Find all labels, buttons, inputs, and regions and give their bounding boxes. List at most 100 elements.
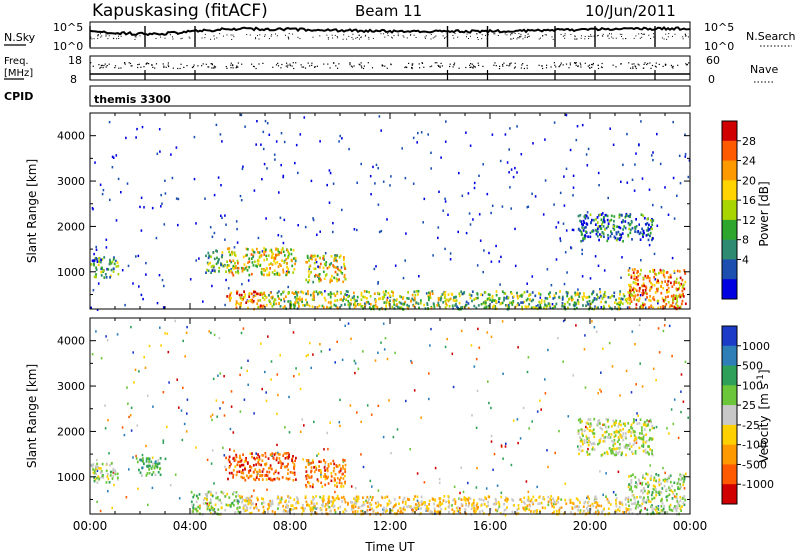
echo-cell	[330, 262, 333, 265]
echo-cell	[676, 482, 679, 485]
echo-cell	[429, 510, 432, 513]
echo-cell	[251, 502, 254, 506]
echo-speck	[377, 282, 379, 285]
echo-speck	[483, 249, 485, 252]
echo-speck	[177, 223, 179, 227]
echo-cell	[589, 429, 592, 432]
echo-cell	[578, 295, 581, 298]
echo-cell	[615, 450, 618, 454]
echo-speck	[540, 408, 542, 411]
echo-speck	[640, 259, 642, 262]
echo-speck	[319, 343, 321, 346]
echo-cell	[627, 296, 630, 300]
echo-cell	[537, 502, 540, 505]
echo-cell	[232, 504, 235, 507]
echo-speck	[162, 306, 165, 309]
echo-cell	[329, 509, 332, 513]
echo-cell	[278, 251, 281, 254]
echo-cell	[616, 237, 619, 241]
echo-cell	[628, 298, 631, 302]
echo-cell	[245, 506, 248, 509]
nave-dot	[237, 66, 239, 68]
echo-cell	[282, 504, 284, 508]
echo-speck	[315, 507, 317, 510]
noise-search-dot	[587, 35, 589, 37]
echo-cell	[630, 487, 632, 491]
echo-cell	[319, 469, 322, 472]
echo-cell	[253, 506, 255, 510]
echo-speck	[101, 192, 104, 196]
echo-speck	[645, 223, 647, 226]
echo-cell	[553, 510, 555, 514]
echo-cell	[652, 487, 655, 491]
echo-speck	[239, 194, 242, 198]
echo-cell	[596, 295, 599, 299]
echo-cell	[644, 289, 647, 292]
echo-cell	[668, 305, 671, 309]
nave-dot	[664, 64, 667, 66]
echo-cell	[217, 498, 220, 502]
echo-cell	[619, 233, 621, 236]
echo-cell	[456, 509, 459, 512]
echo-cell	[99, 260, 102, 264]
echo-speck	[647, 229, 649, 232]
echo-cell	[242, 472, 245, 475]
nave-dot	[438, 65, 440, 67]
echo-cell	[508, 306, 510, 309]
nave-dot	[577, 65, 579, 67]
echo-cell	[354, 304, 357, 308]
echo-speck	[581, 275, 584, 278]
echo-speck	[211, 418, 213, 422]
echo-cell	[337, 465, 339, 468]
echo-cell	[356, 510, 359, 513]
echo-cell	[516, 291, 518, 295]
echo-cell	[505, 296, 508, 300]
echo-cell	[476, 502, 479, 505]
echo-cell	[506, 500, 508, 503]
nave-dot	[635, 66, 637, 68]
echo-cell	[205, 271, 207, 274]
echo-speck	[230, 390, 233, 393]
echo-speck	[641, 177, 644, 180]
echo-cell	[241, 476, 244, 480]
echo-cell	[632, 294, 635, 298]
echo-cell	[591, 218, 593, 222]
echo-cell	[340, 496, 343, 499]
echo-speck	[224, 214, 226, 217]
echo-speck	[599, 470, 601, 473]
echo-speck	[224, 238, 226, 241]
echo-cell	[374, 303, 377, 307]
noise-search-dot	[368, 36, 370, 38]
nave-dot	[472, 65, 475, 67]
nave-dot	[281, 63, 283, 66]
echo-cell	[192, 506, 195, 509]
echo-cell	[244, 478, 247, 482]
nave-dot	[601, 62, 603, 65]
echo-speck	[443, 290, 446, 294]
nave-dot	[612, 64, 614, 66]
echo-cell	[568, 303, 571, 306]
echo-cell	[635, 278, 637, 281]
echo-cell	[301, 290, 304, 294]
echo-cell	[527, 305, 530, 308]
nave-dot	[509, 63, 511, 65]
echo-cell	[451, 304, 454, 308]
echo-cell	[606, 452, 609, 456]
echo-cell	[586, 296, 589, 299]
echo-cell	[298, 296, 301, 299]
echo-cell	[246, 497, 249, 501]
echo-cell	[553, 294, 556, 297]
noise-search-dot	[120, 33, 122, 35]
echo-cell	[309, 485, 312, 488]
echo-speck	[280, 132, 283, 135]
echo-cell	[368, 290, 370, 294]
colorbar-frame	[721, 325, 738, 505]
echo-cell	[242, 463, 245, 467]
echo-cell	[344, 467, 346, 471]
echo-cell	[679, 284, 681, 287]
echo-cell	[322, 255, 325, 258]
echo-cell	[470, 507, 473, 510]
echo-cell	[324, 469, 326, 472]
echo-speck	[370, 413, 373, 416]
echo-cell	[196, 509, 198, 513]
